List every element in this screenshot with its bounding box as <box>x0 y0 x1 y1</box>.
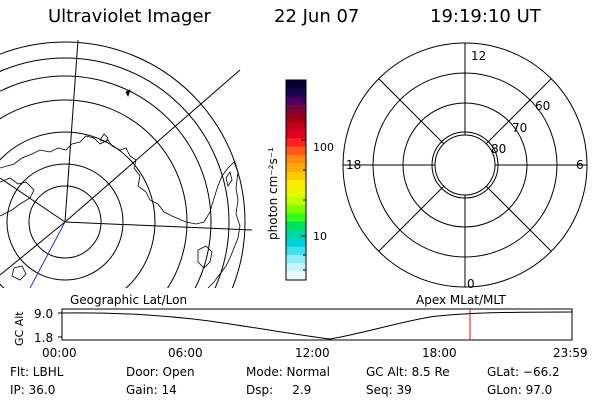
color-bar-segment <box>286 155 306 164</box>
mlt-label-0: 0 <box>467 277 475 291</box>
color-bar-segment <box>286 138 306 148</box>
status-glon: GLon: 97.0 <box>487 383 553 397</box>
geographic-label: Geographic Lat/Lon <box>70 293 187 307</box>
altitude-ytick: 1.8 <box>34 331 53 345</box>
status-door: Door: Open <box>126 365 195 379</box>
color-bar-segment <box>286 246 306 256</box>
color-bar-segment <box>286 255 306 264</box>
status-gc-alt: GC Alt: 8.5 Re <box>366 365 450 379</box>
color-bar-segment <box>286 163 306 173</box>
color-bar-segment <box>286 180 306 189</box>
coastline <box>11 265 27 281</box>
longitude-line <box>64 40 79 223</box>
altitude-curve <box>61 311 573 340</box>
color-bar-segment <box>286 88 306 98</box>
longitude-line <box>0 177 66 223</box>
mlat-inner-fill <box>435 135 495 195</box>
status-seq: Seq: 39 <box>366 383 412 397</box>
geographic-map <box>0 40 252 288</box>
altitude-xtick: 23:59 <box>553 346 588 360</box>
color-bar-ticks <box>301 99 306 271</box>
color-bar-segment <box>286 196 306 206</box>
time-label: 19:19:10 UT <box>430 6 541 27</box>
color-bar-segment <box>286 188 306 198</box>
color-bar-segment <box>286 80 306 89</box>
color-bar-segment <box>286 213 306 223</box>
status-dsp: Dsp: 2.9 <box>246 383 312 397</box>
coastline <box>125 89 131 98</box>
date-label: 22 Jun 07 <box>274 6 360 27</box>
color-bar-segment <box>286 205 306 214</box>
color-bar-segment <box>286 121 306 131</box>
status-mode: Mode: Normal <box>246 365 330 379</box>
color-bar-unit-label: photon cm⁻²s⁻¹ <box>266 147 280 240</box>
color-bar-segment <box>286 171 306 181</box>
color-bar-tick-label: 10 <box>313 230 327 243</box>
color-bar-segment <box>286 105 306 114</box>
mlat-label-80: 80 <box>491 142 506 156</box>
mlat-label-60: 60 <box>535 99 550 113</box>
nightside-line <box>29 221 66 288</box>
status-gain: Gain: 14 <box>126 383 177 397</box>
coastline <box>225 171 233 187</box>
color-bar-segment <box>286 146 306 156</box>
altitude-xtick: 06:00 <box>168 346 203 360</box>
color-bar-segment <box>286 221 306 231</box>
color-bar-segment <box>286 238 306 248</box>
color-bar-tick-label: 100 <box>313 141 334 154</box>
color-bar-segment <box>286 230 306 239</box>
status-glat: GLat: −66.2 <box>487 365 560 379</box>
longitude-line <box>0 221 66 276</box>
color-bar-segment <box>286 113 306 123</box>
apex-label: Apex MLat/MLT <box>416 293 506 307</box>
altitude-xtick: 00:00 <box>42 346 77 360</box>
coastline <box>0 177 35 217</box>
color-bar-segment <box>286 263 306 273</box>
color-bar-segment <box>286 130 306 139</box>
altitude-ylabel: GC Alt <box>13 311 26 346</box>
magnetic-dial <box>342 42 588 288</box>
status-ip: IP: 36.0 <box>10 383 56 397</box>
altitude-plot-frame <box>61 308 573 341</box>
mlt-label-12: 12 <box>471 49 486 63</box>
color-bar-segment <box>286 271 306 281</box>
mlt-label-6: 6 <box>576 158 584 172</box>
color-bar-frame <box>285 79 307 281</box>
latitude-circle <box>0 41 246 288</box>
longitude-line <box>64 69 241 223</box>
mlt-label-18: 18 <box>346 158 361 172</box>
coastline <box>99 133 109 143</box>
coastline <box>197 245 213 269</box>
latitude-circle <box>28 185 102 259</box>
altitude-xtick: 18:00 <box>422 346 457 360</box>
altitude-xtick: 12:00 <box>295 346 330 360</box>
latitude-circle <box>0 57 230 288</box>
longitude-line <box>64 221 252 231</box>
status-flt: Flt: LBHL <box>10 365 64 379</box>
color-bar-segment <box>286 96 306 106</box>
coastline <box>0 135 241 288</box>
altitude-ytick: 9.0 <box>34 307 53 321</box>
latitude-circle <box>0 131 156 288</box>
latitude-circle <box>0 75 212 288</box>
color-bar <box>286 80 306 281</box>
app-title: Ultraviolet Imager <box>48 6 211 27</box>
latitude-circle <box>6 163 124 281</box>
mlat-label-70: 70 <box>512 121 527 135</box>
mlat-circle <box>434 134 496 196</box>
